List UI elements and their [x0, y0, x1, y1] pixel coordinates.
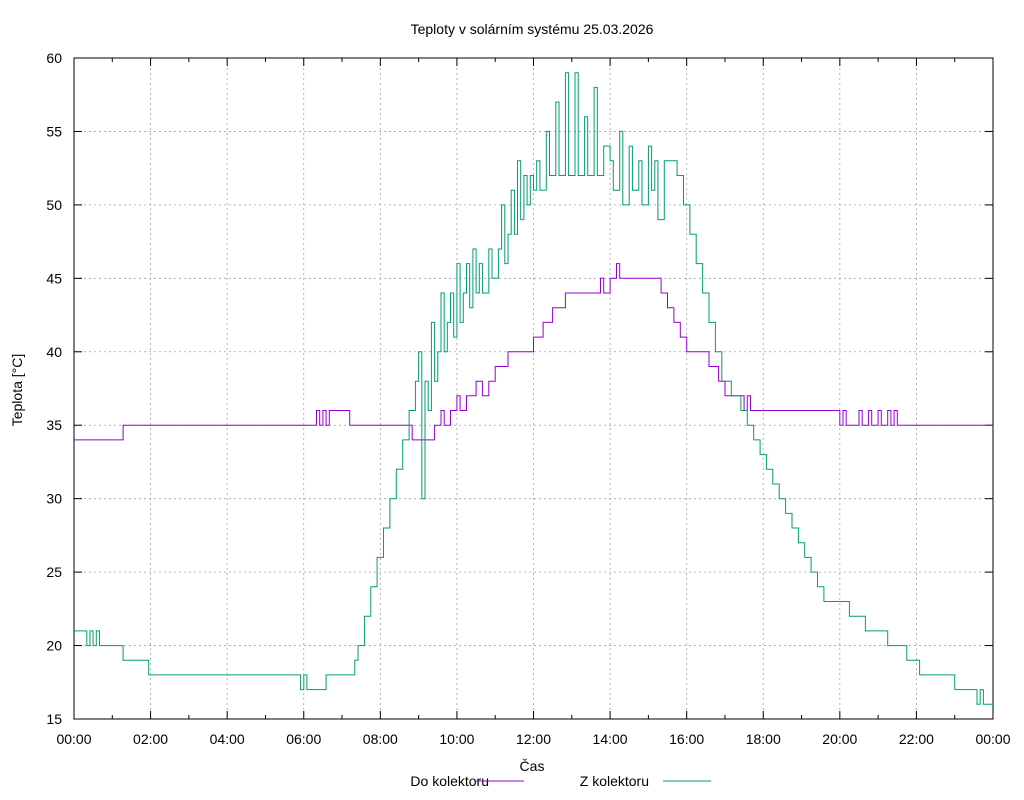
- x-tick-label: 00:00: [975, 731, 1010, 747]
- y-tick-label: 15: [46, 711, 62, 727]
- chart-title: Teploty v solárním systému 25.03.2026: [411, 21, 654, 37]
- x-tick-label: 16:00: [669, 731, 704, 747]
- grid-lines: [74, 58, 993, 719]
- y-axis-label: Teplota [°C]: [9, 354, 25, 427]
- x-axis-label: Čas: [520, 758, 545, 774]
- y-tick-label: 60: [46, 50, 62, 66]
- y-tick-label: 35: [46, 417, 62, 433]
- series-line-1: [74, 263, 993, 441]
- y-tick-label: 50: [46, 197, 62, 213]
- axes: 15 20 25 30 35 40 45 50 55 60 00:00 02:00 04:00 06:00…: [46, 50, 1010, 747]
- plot-border: [73, 57, 994, 720]
- x-tick-label: 06:00: [286, 731, 321, 747]
- x-tick-label: 14:00: [593, 731, 628, 747]
- y-tick-label: 40: [46, 344, 62, 360]
- x-tick-label: 00:00: [56, 731, 91, 747]
- y-tick-label: 25: [46, 564, 62, 580]
- x-tick-label: 20:00: [822, 731, 857, 747]
- legend: Do kolektoru Z kolektoru: [410, 773, 711, 789]
- series-lines: [74, 72, 993, 705]
- y-tick-label: 20: [46, 638, 62, 654]
- x-tick-label: 04:00: [210, 731, 245, 747]
- series-line-2: [74, 72, 993, 705]
- x-tick-label: 18:00: [746, 731, 781, 747]
- y-tick-label: 55: [46, 123, 62, 139]
- legend-label: Z kolektoru: [580, 773, 649, 789]
- x-tick-label: 12:00: [516, 731, 551, 747]
- x-tick-label: 22:00: [899, 731, 934, 747]
- x-tick-label: 08:00: [363, 731, 398, 747]
- x-tick-label: 02:00: [133, 731, 168, 747]
- y-tick-label: 30: [46, 491, 62, 507]
- y-tick-label: 45: [46, 270, 62, 286]
- legend-label: Do kolektoru: [410, 773, 489, 789]
- x-tick-label: 10:00: [439, 731, 474, 747]
